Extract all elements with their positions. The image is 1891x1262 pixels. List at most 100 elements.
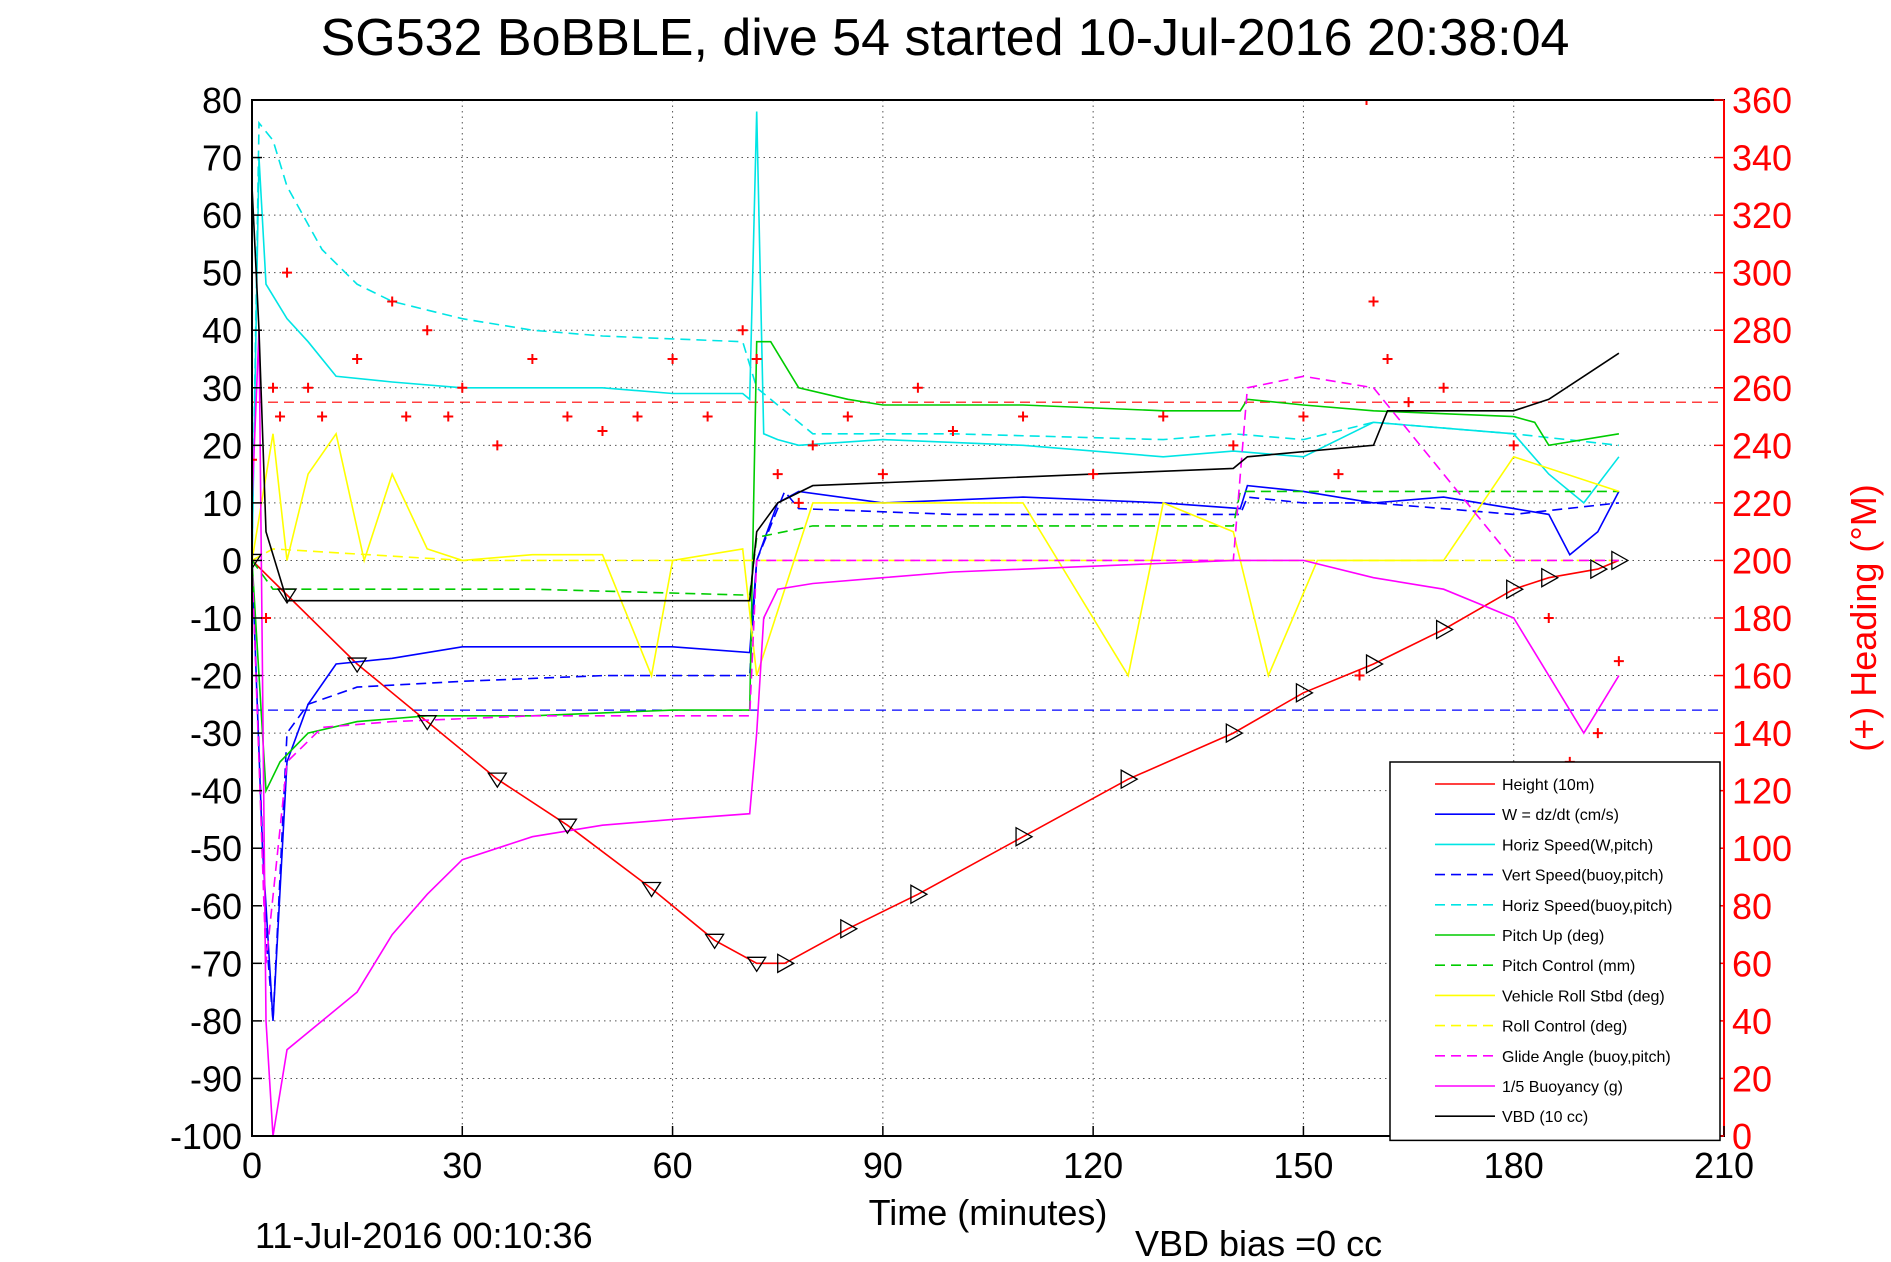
heading-marker <box>422 325 433 336</box>
height-marker <box>276 588 298 605</box>
y2-tick-label: 280 <box>1732 310 1792 351</box>
height-marker <box>1120 769 1139 790</box>
series-line <box>252 489 1619 1021</box>
heading-marker <box>807 440 818 451</box>
series-line <box>252 548 1619 562</box>
height-marker <box>1365 653 1384 675</box>
y2-tick-label: 0 <box>1732 1116 1752 1157</box>
heading-marker <box>457 382 468 393</box>
y-tick-label: -50 <box>190 828 242 869</box>
heading-marker <box>352 354 363 364</box>
height-marker <box>1506 579 1525 600</box>
x-tick-label: 120 <box>1063 1145 1123 1186</box>
y2-tick-label: 180 <box>1732 598 1792 639</box>
heading-marker <box>275 411 286 422</box>
y-tick-label: 20 <box>202 425 242 466</box>
heading-marker <box>303 382 314 393</box>
legend-label: Roll Control (deg) <box>1502 1019 1627 1036</box>
heading-marker <box>562 411 573 422</box>
x-axis: 0 30 60 90 120 150 180 210 <box>242 1126 1754 1186</box>
height-marker <box>746 956 767 973</box>
heading-marker <box>772 469 783 480</box>
y-tick-label: 50 <box>202 253 242 294</box>
x-tick-label: 30 <box>442 1145 482 1186</box>
heading-marker <box>912 382 923 393</box>
height-marker <box>252 553 263 570</box>
y2-tick-label: 260 <box>1732 368 1792 409</box>
height-marker <box>1611 550 1630 571</box>
height-marker <box>910 884 929 905</box>
heading-marker <box>947 425 958 436</box>
height-marker <box>346 657 368 674</box>
y-tick-label: -60 <box>190 886 242 927</box>
legend-label: Height (10m) <box>1502 777 1594 794</box>
y-tick-label: 80 <box>202 80 242 121</box>
y2-tick-label: 120 <box>1732 771 1792 812</box>
x-tick-label: 60 <box>653 1145 693 1186</box>
heading-marker <box>842 411 853 422</box>
y2-tick-label: 140 <box>1732 713 1792 754</box>
heading-marker <box>1508 440 1519 451</box>
y-tick-label: -10 <box>190 598 242 639</box>
height-marker <box>1015 826 1034 847</box>
heading-marker <box>1228 440 1239 451</box>
heading-marker <box>1361 100 1372 105</box>
series-line <box>252 490 1619 596</box>
legend-label: Pitch Up (deg) <box>1502 928 1604 945</box>
y2-tick-label: 340 <box>1732 138 1792 179</box>
y-tick-label: 0 <box>222 540 242 581</box>
x-tick-label: 0 <box>242 1145 262 1186</box>
heading-marker <box>492 440 503 451</box>
series-line <box>252 186 1620 602</box>
height-marker <box>704 933 725 950</box>
footer-timestamp: 11-Jul-2016 00:10:36 <box>255 1215 593 1256</box>
heading-marker <box>401 411 412 422</box>
series-layer <box>252 100 1724 1136</box>
heading-marker <box>667 354 678 364</box>
series-line <box>252 375 1619 964</box>
y-tick-label: 60 <box>202 195 242 236</box>
x-tick-label: 210 <box>1694 1145 1754 1186</box>
y2-tick-label: 200 <box>1732 540 1792 581</box>
y-tick-label: -40 <box>190 771 242 812</box>
heading-marker <box>261 613 272 623</box>
heading-marker <box>1382 354 1393 364</box>
y2-tick-label: 220 <box>1732 483 1792 524</box>
series-line <box>252 559 1620 965</box>
heading-marker <box>1018 411 1029 422</box>
heading-marker <box>1592 728 1603 739</box>
y-tick-label: -100 <box>170 1116 242 1157</box>
chart-title: SG532 BoBBLE, dive 54 started 10-Jul-201… <box>321 9 1570 67</box>
height-marker <box>1225 722 1244 744</box>
heading-marker <box>1368 296 1379 307</box>
height-marker <box>1590 558 1609 580</box>
heading-marker <box>702 411 713 422</box>
y-tick-label: -70 <box>190 943 242 984</box>
x-axis-label: Time (minutes) <box>869 1192 1108 1233</box>
height-marker <box>1541 567 1560 588</box>
y2-tick-label: 160 <box>1732 656 1792 697</box>
heading-marker <box>317 411 328 422</box>
height-marker <box>777 953 796 974</box>
legend-label: Pitch Control (mm) <box>1502 958 1635 975</box>
heading-marker <box>632 411 643 422</box>
x-tick-label: 180 <box>1484 1145 1544 1186</box>
heading-marker <box>282 267 293 278</box>
legend-label: Horiz Speed(buoy,pitch) <box>1502 898 1672 915</box>
height-marker <box>1435 619 1454 640</box>
y2-tick-label: 100 <box>1732 828 1792 869</box>
y-tick-label: 30 <box>202 368 242 409</box>
y-tick-label: 40 <box>202 310 242 351</box>
x-tick-label: 150 <box>1273 1145 1333 1186</box>
heading-marker <box>1088 469 1099 480</box>
heading-marker <box>1298 411 1309 422</box>
y-tick-label: 70 <box>202 138 242 179</box>
y2-tick-label: 20 <box>1732 1058 1772 1099</box>
y-axis-left: 80 70 60 50 40 30 20 10 0 -10 -20 -30 -40 -50 -60 -70 -8… <box>170 80 262 1157</box>
y2-tick-label: 80 <box>1732 886 1772 927</box>
heading-marker <box>877 469 888 480</box>
height-marker <box>557 818 578 835</box>
y-tick-label: -80 <box>190 1001 242 1042</box>
heading-marker <box>527 354 538 364</box>
